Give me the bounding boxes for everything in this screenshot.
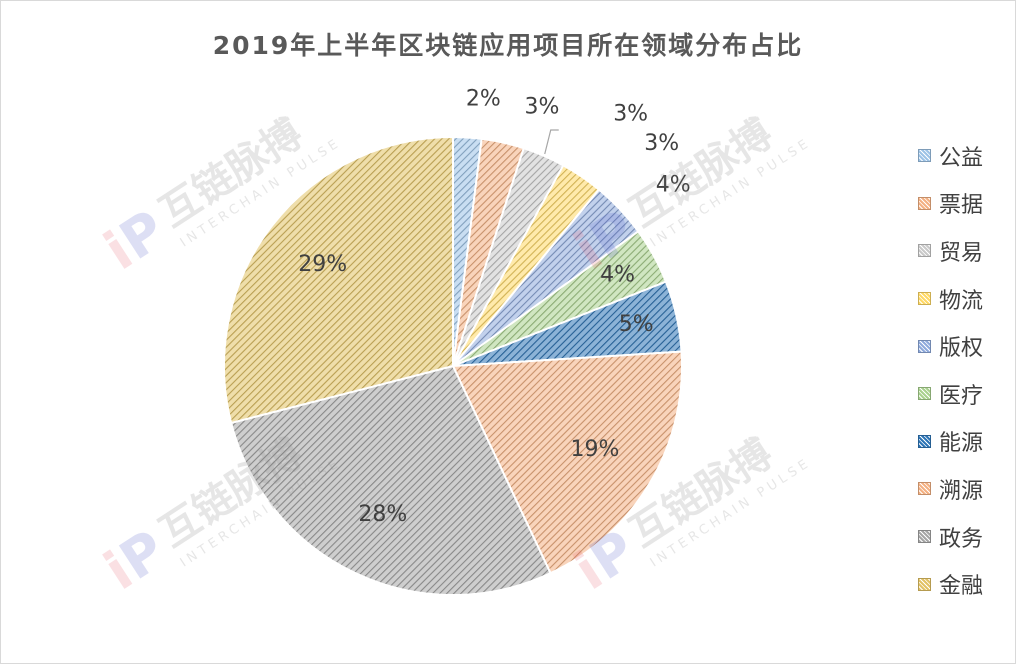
data-label-票据: 3%: [524, 94, 559, 119]
chart-title: 2019年上半年区块链应用项目所在领域分布占比: [212, 31, 804, 60]
legend-item: 票据: [918, 180, 983, 228]
pie-leader-lines: [544, 129, 559, 155]
legend-item: 物流: [918, 275, 983, 323]
legend-label: 医疗: [939, 383, 984, 409]
legend-swatch: [918, 387, 931, 401]
data-label-贸易: 3%: [613, 101, 648, 126]
data-label-溯源: 19%: [570, 437, 619, 462]
data-label-公益: 2%: [466, 87, 501, 112]
pie-slice-金融: [223, 135, 454, 425]
legend-item: 溯源: [918, 465, 983, 513]
legend-label: 政务: [939, 526, 984, 552]
leader-line: [544, 129, 559, 155]
data-label-能源: 5%: [619, 312, 654, 337]
legend-swatch: [918, 149, 931, 163]
data-label-物流: 3%: [644, 131, 679, 156]
legend-label: 公益: [939, 145, 984, 171]
pie-slices: [223, 135, 683, 596]
legend-swatch: [918, 244, 931, 258]
legend-swatch: [918, 292, 931, 306]
legend-item: 能源: [918, 418, 983, 466]
legend-item: 公益: [918, 132, 983, 180]
legend-label: 物流: [939, 288, 984, 314]
legend-item: 贸易: [918, 227, 983, 275]
legend-item: 版权: [918, 322, 983, 370]
legend-label: 溯源: [939, 478, 984, 504]
legend-item: 金融: [918, 560, 983, 608]
legend-label: 能源: [939, 431, 984, 457]
pie-slice-溯源: [451, 350, 683, 575]
legend-swatch: [918, 482, 931, 496]
legend-swatch: [918, 577, 931, 591]
data-label-医疗: 4%: [600, 263, 635, 288]
pie-data-labels: 2% 3% 3% 3% 4% 4% 5% 19% 28% 29%: [298, 87, 690, 528]
legend-label: 金融: [939, 574, 984, 600]
legend-swatch: [918, 339, 931, 353]
legend-label: 票据: [939, 193, 984, 219]
data-label-政务: 28%: [358, 502, 407, 527]
legend-item: 医疗: [918, 370, 983, 418]
legend-label: 贸易: [939, 240, 984, 266]
legend-swatch: [918, 434, 931, 448]
legend-swatch: [918, 530, 931, 544]
legend-swatch: [918, 196, 931, 210]
legend-item: 政务: [918, 513, 983, 561]
legend-label: 版权: [939, 336, 984, 362]
data-label-版权: 4%: [656, 172, 691, 197]
chart-legend: 公益票据贸易物流版权医疗能源溯源政务金融: [918, 132, 983, 608]
pie-slice-政务: [229, 364, 552, 596]
data-label-金融: 29%: [298, 252, 347, 277]
